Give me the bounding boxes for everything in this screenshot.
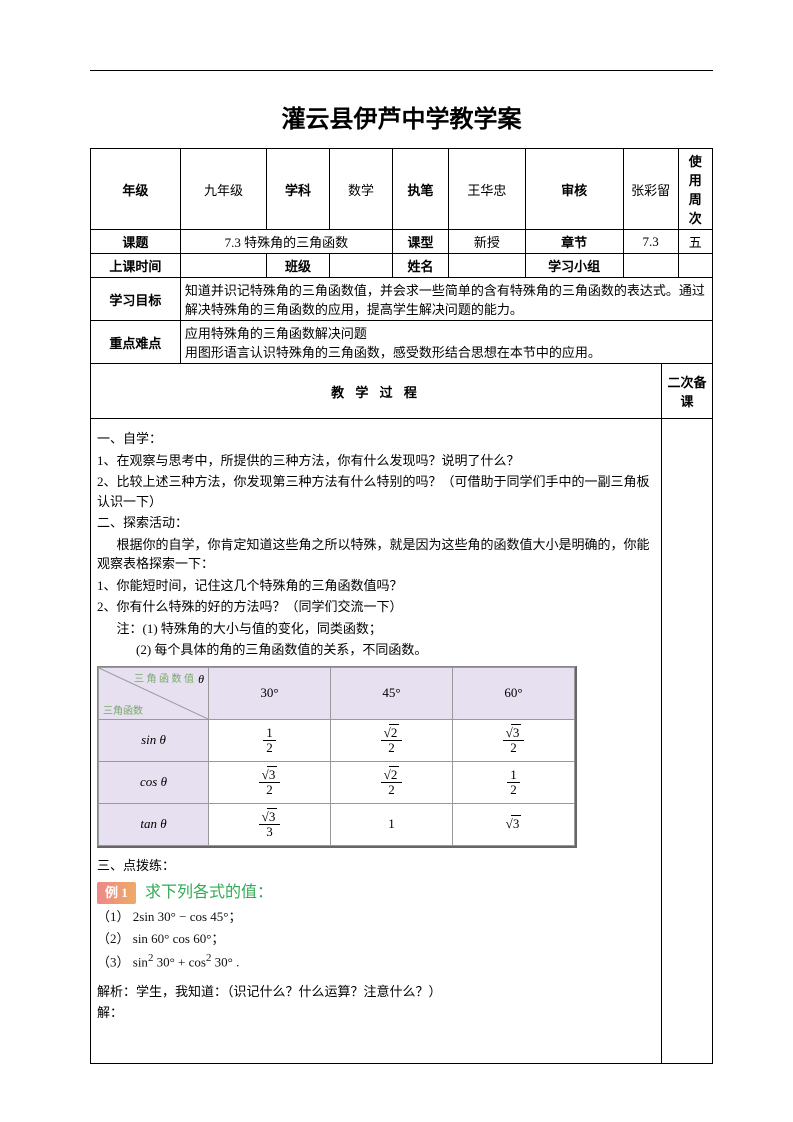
example-heading: 例 1 求下列各式的值： [97,881,655,905]
label-time: 上课时间 [91,254,181,278]
note2: (2) 每个具体的角的三角函数值的关系，不同函数。 [97,640,655,660]
value-week: 五 [678,230,712,254]
corner-label-top: 三 角 函 数 值 [134,670,194,685]
label-review: 审核 [525,149,623,230]
label-type: 课型 [392,230,448,254]
example-item-2: （2） sin 60° cos 60°； [97,929,655,949]
cos-30: 32 [209,761,331,803]
angle-45: 45° [331,667,453,719]
explore-q2: 2、你有什么特殊的好的方法吗？（同学们交流一下） [97,597,655,617]
value-topic: 7.3 特殊角的三角函数 [180,230,392,254]
tan-60: 3 [453,803,575,845]
corner-label-bottom: 三角函数 [103,702,143,717]
cos-60: 12 [453,761,575,803]
label-author: 执笔 [392,149,448,230]
value-subject: 数学 [329,149,392,230]
label-name: 姓名 [392,254,448,278]
label-week: 使用周次 [678,149,712,230]
fn-sin: sin θ [99,719,209,761]
fn-cos: cos θ [99,761,209,803]
trig-table: θ 三 角 函 数 值 三角函数 30° 45° 60° sin θ 12 22 [98,667,575,846]
analysis: 解析：学生，我知道：（识记什么？什么运算？注意什么？） [97,982,655,1002]
example-title: 求下列各式的值： [145,884,273,901]
explore-intro: 根据你的自学，你肯定知道这些角之所以特殊，就是因为这些角的函数值大小是明确的，你… [97,535,655,574]
solution-label: 解： [97,1003,655,1023]
value-group [623,254,678,278]
cos-45: 22 [331,761,453,803]
angle-30: 30° [209,667,331,719]
tan-45: 1 [331,803,453,845]
top-rule [90,70,713,71]
empty-cell [678,254,712,278]
example-item-3: （3） sin2 30° + cos2 30° . [97,950,655,972]
trig-table-wrap: θ 三 角 函 数 值 三角函数 30° 45° 60° sin θ 12 22 [97,666,577,848]
label-key: 重点难点 [91,321,181,364]
trig-corner: θ 三 角 函 数 值 三角函数 [99,667,209,719]
value-type: 新授 [448,230,525,254]
spacer [97,1025,655,1055]
tan-30: 33 [209,803,331,845]
sin-30: 12 [209,719,331,761]
value-key: 应用特殊角的三角函数解决问题 用图形语言认识特殊角的三角函数，感受数形结合思想在… [180,321,712,364]
value-chapter: 7.3 [623,230,678,254]
value-goal: 知道并识记特殊角的三角函数值，并会求一些简单的含有特殊角的三角函数的表达式。通过… [180,278,712,321]
sin-45: 22 [331,719,453,761]
label-grade: 年级 [91,149,181,230]
fn-tan: tan θ [99,803,209,845]
h-practice: 三、点拨练： [97,856,655,876]
page: 灌云县伊芦中学教学案 年级 九年级 学科 数学 执笔 王华忠 审核 张彩留 使用… [0,0,793,1104]
h-self-study: 一、自学： [97,429,655,449]
sin-60: 32 [453,719,575,761]
value-review: 张彩留 [623,149,678,230]
h-explore: 二、探索活动： [97,513,655,533]
page-title: 灌云县伊芦中学教学案 [90,99,713,134]
label-subject: 学科 [267,149,330,230]
angle-60: 60° [453,667,575,719]
q2: 2、比较上述三种方法，你发现第三种方法有什么特别的吗？（可借助于同学们手中的一副… [97,472,655,511]
lesson-plan-table: 年级 九年级 学科 数学 执笔 王华忠 审核 张彩留 使用周次 课题 7.3 特… [90,148,713,1064]
corner-theta: θ [198,672,204,687]
q1: 1、在观察与思考中，所提供的三种方法，你有什么发现吗？说明了什么？ [97,451,655,471]
label-chapter: 章节 [525,230,623,254]
label-class: 班级 [267,254,330,278]
label-topic: 课题 [91,230,181,254]
example-label: 例 1 [97,882,136,904]
example-item-1: （1） 2sin 30° − cos 45°； [97,907,655,927]
value-class [329,254,392,278]
process-content: 一、自学： 1、在观察与思考中，所提供的三种方法，你有什么发现吗？说明了什么？ … [91,419,662,1064]
note1: 注：(1) 特殊角的大小与值的变化，同类函数； [97,619,655,639]
value-time [180,254,266,278]
value-name [448,254,525,278]
explore-q1: 1、你能短时间，记住这几个特殊角的三角函数值吗？ [97,576,655,596]
value-author: 王华忠 [448,149,525,230]
label-process: 教 学 过 程 [91,364,662,419]
label-notes: 二次备课 [662,364,713,419]
notes-column [662,419,713,1064]
value-grade: 九年级 [180,149,266,230]
label-goal: 学习目标 [91,278,181,321]
label-group: 学习小组 [525,254,623,278]
